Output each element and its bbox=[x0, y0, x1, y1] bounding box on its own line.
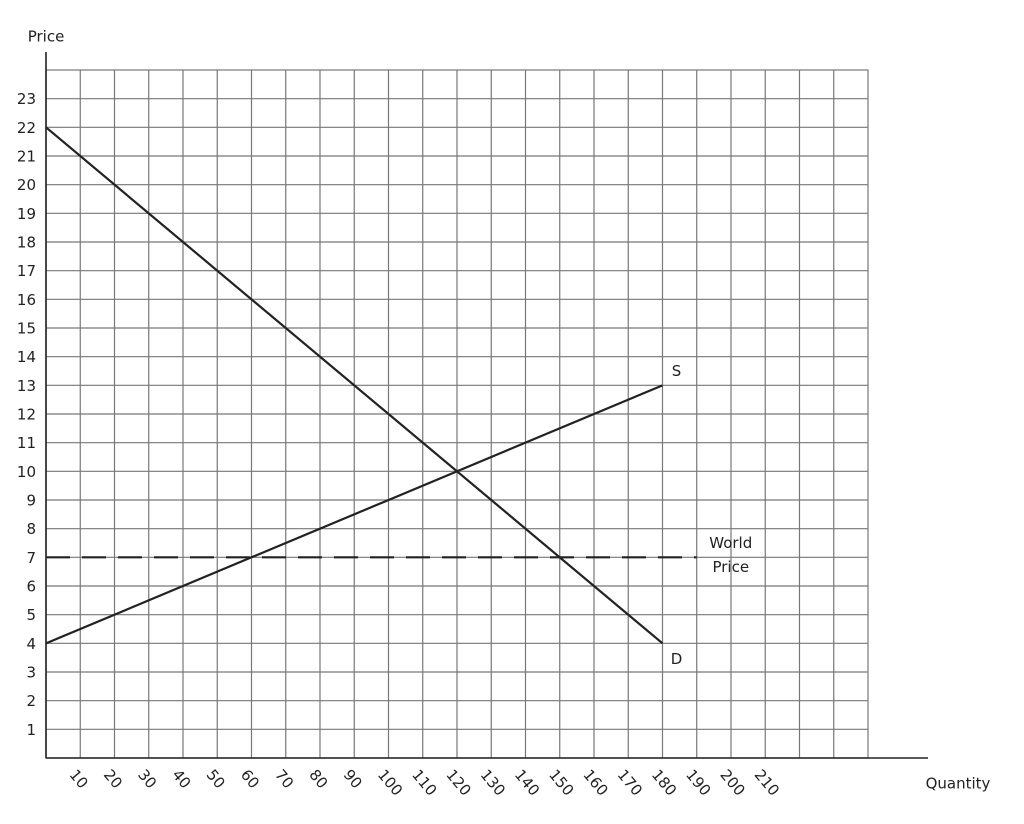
y-tick-label: 19 bbox=[17, 205, 36, 223]
x-tick-label: 150 bbox=[545, 766, 577, 800]
y-tick-label: 9 bbox=[26, 492, 36, 510]
y-tick-label: 20 bbox=[17, 176, 36, 194]
x-tick-label: 120 bbox=[442, 766, 474, 800]
x-tick-label: 30 bbox=[134, 766, 160, 792]
y-tick-label: 21 bbox=[17, 148, 36, 166]
y-tick-label: 4 bbox=[26, 635, 36, 653]
y-tick-label: 2 bbox=[26, 692, 36, 710]
x-tick-label: 20 bbox=[100, 766, 126, 792]
y-tick-label: 3 bbox=[26, 664, 36, 682]
y-tick-label: 6 bbox=[26, 578, 36, 596]
y-tick-label: 17 bbox=[17, 262, 36, 280]
x-tick-label: 80 bbox=[305, 766, 331, 792]
x-tick-label: 160 bbox=[579, 766, 611, 800]
x-tick-label: 140 bbox=[511, 766, 543, 800]
series-label: World Price bbox=[709, 534, 753, 577]
y-tick-label: 12 bbox=[17, 406, 36, 424]
series-label: S bbox=[671, 362, 682, 381]
x-tick-label: 110 bbox=[408, 766, 440, 800]
y-tick-label: 5 bbox=[26, 606, 36, 624]
y-tick-label: 16 bbox=[17, 291, 36, 309]
x-tick-label: 90 bbox=[340, 766, 366, 792]
y-tick-label: 14 bbox=[17, 348, 36, 366]
x-axis-label: Quantity bbox=[926, 775, 991, 793]
y-tick-label: 10 bbox=[17, 463, 36, 481]
y-tick-label: 22 bbox=[17, 119, 36, 137]
x-tick-label: 60 bbox=[237, 766, 263, 792]
y-tick-label: 18 bbox=[17, 234, 36, 252]
x-tick-label: 50 bbox=[203, 766, 229, 792]
x-tick-label: 200 bbox=[716, 766, 748, 800]
x-tick-label: 210 bbox=[751, 766, 783, 800]
y-tick-label: 8 bbox=[26, 520, 36, 538]
x-tick-label: 10 bbox=[66, 766, 92, 792]
x-tick-label: 170 bbox=[614, 766, 646, 800]
y-axis-label: Price bbox=[28, 28, 65, 46]
x-tick-label: 180 bbox=[648, 766, 680, 800]
y-tick-label: 23 bbox=[17, 90, 36, 108]
y-tick-label: 11 bbox=[17, 434, 36, 452]
y-tick-label: 7 bbox=[26, 549, 36, 567]
x-tick-label: 100 bbox=[374, 766, 406, 800]
y-tick-label: 13 bbox=[17, 377, 36, 395]
y-tick-label: 15 bbox=[17, 320, 36, 338]
x-tick-label: 130 bbox=[477, 766, 509, 800]
y-tick-label: 1 bbox=[26, 721, 36, 739]
series-line bbox=[45, 384, 663, 645]
x-tick-label: 190 bbox=[682, 766, 714, 800]
series-label: D bbox=[670, 650, 683, 669]
x-tick-label: 40 bbox=[168, 766, 194, 792]
x-tick-label: 70 bbox=[271, 766, 297, 792]
